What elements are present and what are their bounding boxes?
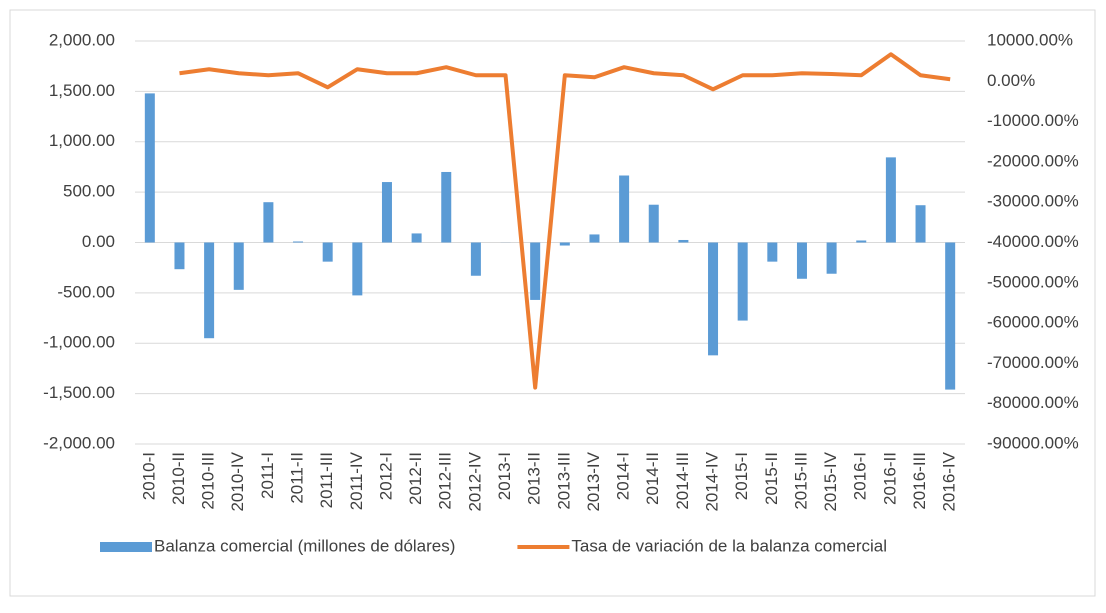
- bar: [945, 243, 955, 390]
- y2-tick-label: 0.00%: [987, 71, 1035, 90]
- x-tick-label: 2012-IV: [465, 451, 484, 511]
- x-tick-label: 2014-I: [614, 452, 633, 500]
- bar: [708, 243, 718, 356]
- x-tick-label: 2011-I: [258, 452, 277, 499]
- x-tick-label: 2015-I: [732, 452, 751, 500]
- bar: [589, 234, 599, 242]
- x-tick-label: 2016-I: [851, 452, 870, 500]
- x-tick-label: 2016-II: [880, 452, 899, 505]
- bar: [797, 243, 807, 279]
- x-tick-label: 2014-IV: [703, 451, 722, 511]
- y2-tick-label: -50000.00%: [987, 272, 1079, 291]
- x-tick-label: 2010-I: [139, 452, 158, 500]
- bar: [204, 243, 214, 339]
- y2-tick-label: 10000.00%: [987, 30, 1073, 49]
- bar: [678, 240, 688, 243]
- x-tick-label: 2015-II: [762, 452, 781, 505]
- bar: [323, 243, 333, 262]
- x-tick-label: 2010-III: [199, 452, 218, 510]
- bar: [560, 243, 570, 246]
- legend-swatch: [100, 542, 152, 552]
- bar: [352, 243, 362, 296]
- x-tick-label: 2016-IV: [940, 451, 959, 511]
- bar: [530, 243, 540, 300]
- y-tick-label: 1,500.00: [49, 81, 115, 100]
- legend-label: Balanza comercial (millones de dólares): [154, 536, 455, 555]
- bar: [886, 157, 896, 242]
- x-tick-label: 2011-II: [288, 452, 307, 504]
- y2-tick-label: -40000.00%: [987, 232, 1079, 251]
- y2-tick-label: -30000.00%: [987, 192, 1079, 211]
- bar: [174, 243, 184, 270]
- y2-tick-label: -70000.00%: [987, 353, 1079, 372]
- y2-tick-label: -80000.00%: [987, 393, 1079, 412]
- y-tick-label: -1,500.00: [43, 383, 115, 402]
- x-tick-label: 2010-II: [169, 452, 188, 505]
- x-tick-label: 2013-IV: [584, 451, 603, 511]
- y2-tick-label: -90000.00%: [987, 433, 1079, 452]
- x-tick-label: 2010-IV: [228, 451, 247, 511]
- bar: [145, 93, 155, 242]
- chart-frame: [10, 10, 1095, 596]
- legend-label: Tasa de variación de la balanza comercia…: [571, 536, 887, 555]
- x-tick-label: 2014-II: [643, 452, 662, 505]
- bar: [441, 172, 451, 243]
- x-tick-label: 2011-IV: [347, 451, 366, 510]
- y2-tick-label: -20000.00%: [987, 151, 1079, 170]
- y-tick-label: -500.00: [57, 282, 115, 301]
- bar: [412, 233, 422, 242]
- bar: [738, 243, 748, 321]
- x-tick-label: 2012-III: [436, 452, 455, 510]
- x-tick-label: 2012-II: [406, 452, 425, 505]
- x-tick-label: 2012-I: [376, 452, 395, 500]
- y2-tick-label: -60000.00%: [987, 313, 1079, 332]
- x-tick-label: 2011-III: [317, 452, 336, 508]
- x-tick-label: 2013-I: [495, 452, 514, 500]
- x-tick-label: 2013-III: [554, 452, 573, 510]
- x-tick-label: 2016-III: [910, 452, 929, 510]
- bar: [619, 176, 629, 243]
- x-tick-label: 2015-IV: [821, 451, 840, 511]
- bar: [471, 243, 481, 276]
- y-tick-label: -1,000.00: [43, 333, 115, 352]
- bar: [767, 243, 777, 262]
- y-tick-label: 1,000.00: [49, 131, 115, 150]
- bar: [649, 205, 659, 243]
- y-tick-label: -2,000.00: [43, 433, 115, 452]
- y2-tick-label: -10000.00%: [987, 111, 1079, 130]
- bar: [234, 243, 244, 290]
- bar: [916, 205, 926, 242]
- bar: [827, 243, 837, 274]
- bar: [382, 182, 392, 242]
- x-tick-label: 2015-III: [791, 452, 810, 510]
- y-tick-label: 0.00: [82, 232, 115, 251]
- x-tick-label: 2013-II: [525, 452, 544, 505]
- bar: [293, 241, 303, 242]
- y-tick-label: 500.00: [63, 182, 115, 201]
- bar: [263, 202, 273, 242]
- bar: [856, 240, 866, 242]
- y-tick-label: 2,000.00: [49, 30, 115, 49]
- x-tick-label: 2014-III: [673, 452, 692, 510]
